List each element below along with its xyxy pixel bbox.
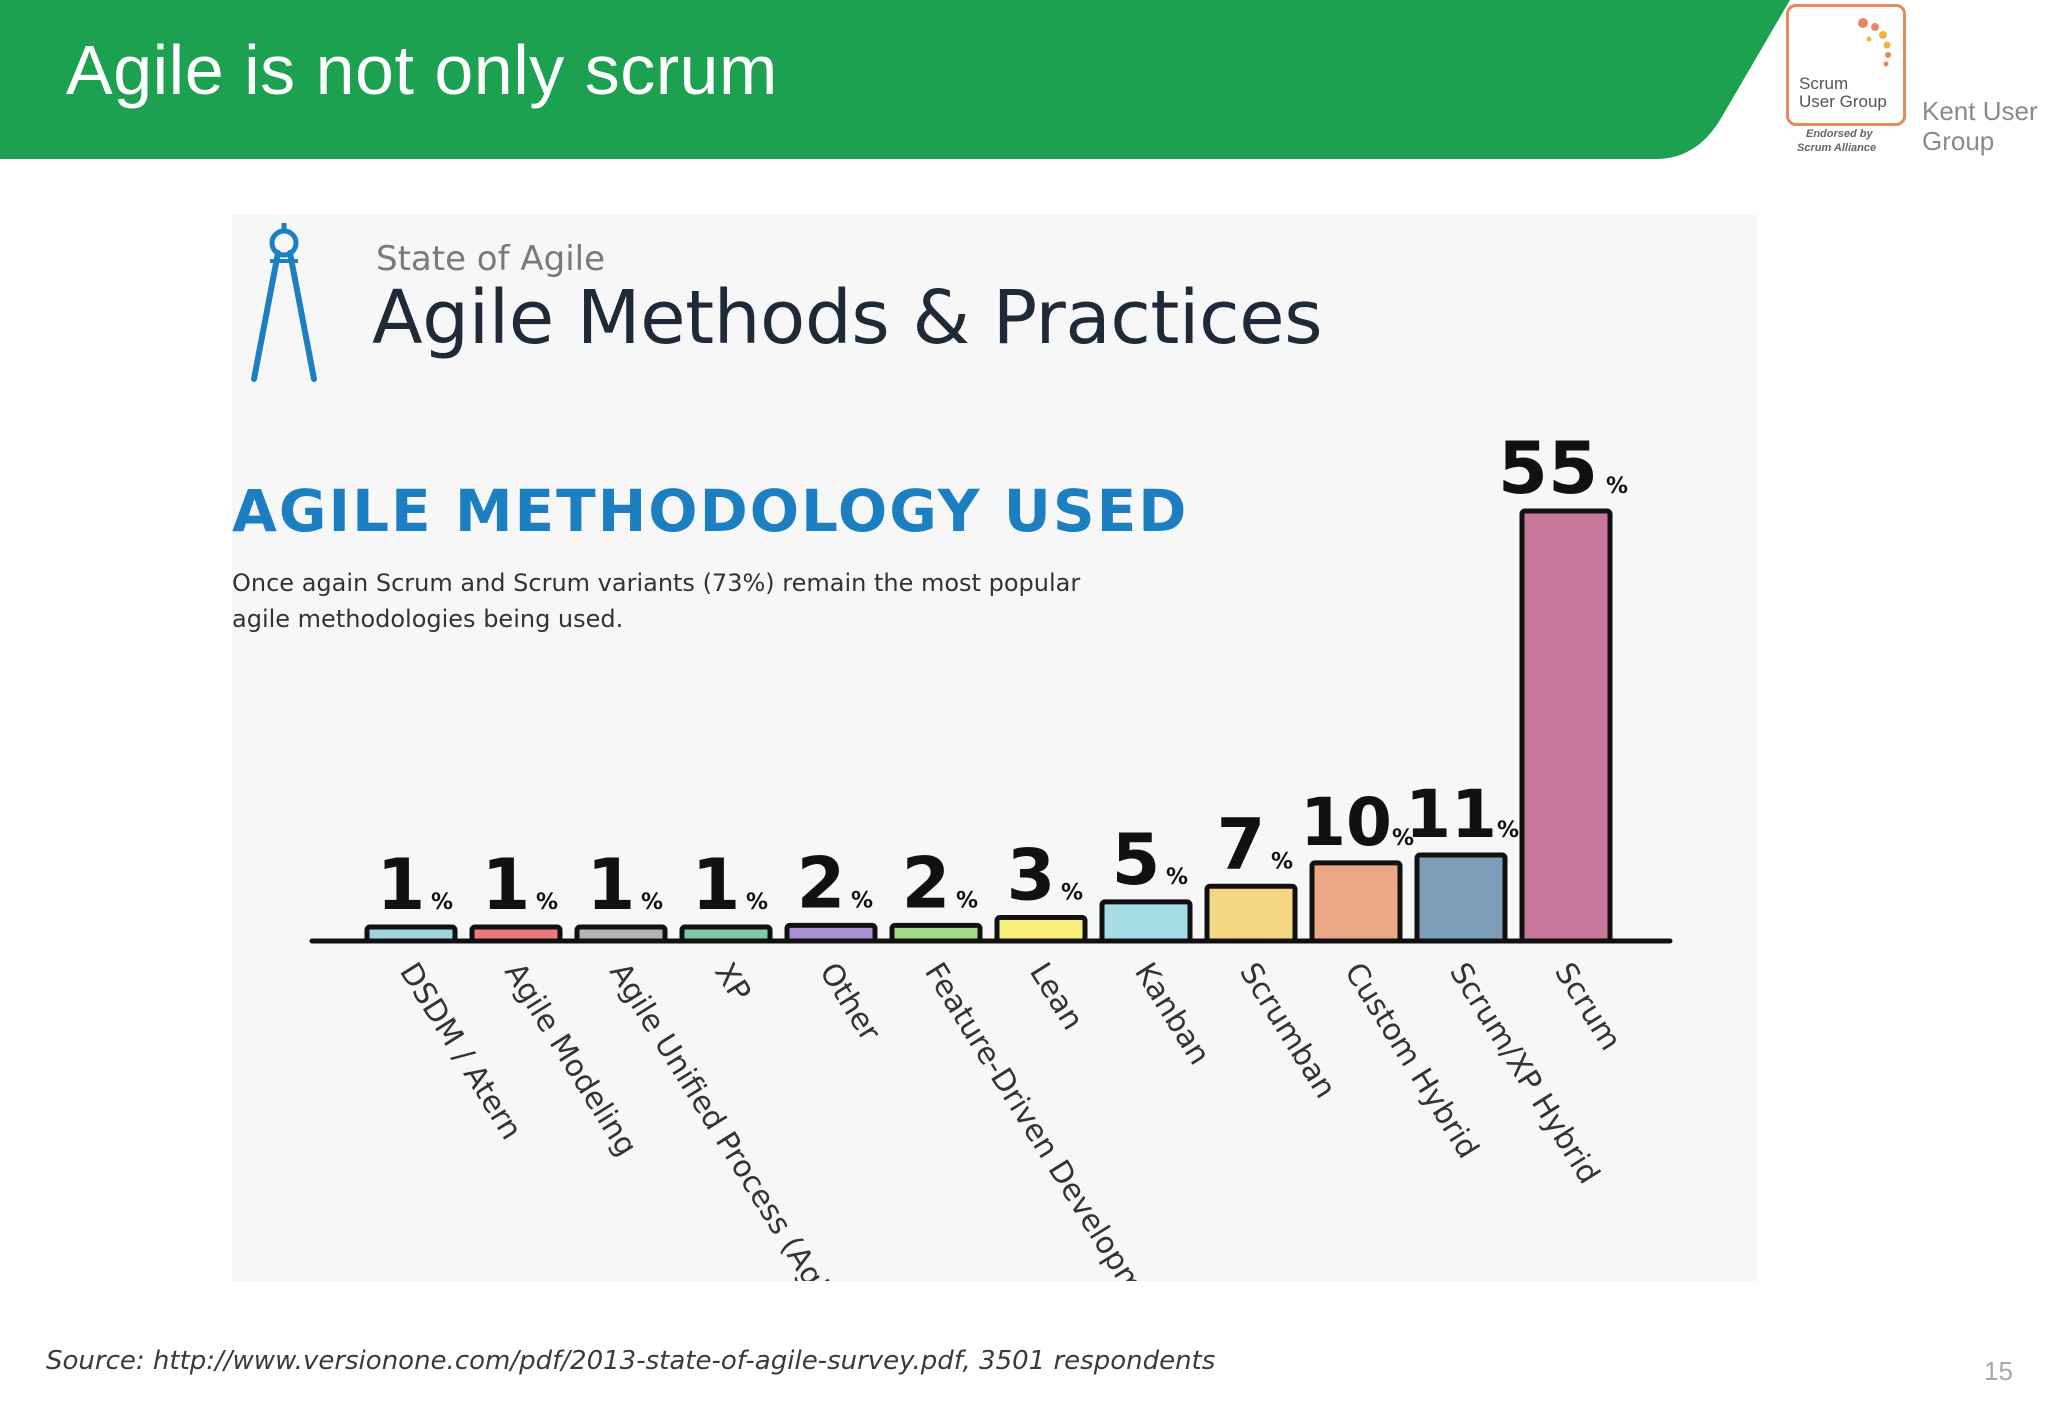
bar-11 [1519,508,1613,944]
bar-6 [994,915,1088,944]
bar-5 [889,922,983,944]
data-label-unit-1: % [536,890,558,915]
data-label-unit-6: % [1061,881,1083,906]
category-label-7: Kanban [1127,957,1217,1071]
chart-heading: AGILE METHODOLOGY USED [232,477,1189,545]
data-label-4: 2 [797,842,846,924]
bar-4 [784,922,878,944]
chart-description: Once again Scrum and Scrum variants (73%… [232,569,1081,633]
bar-1 [469,924,563,944]
data-label-unit-11: % [1606,474,1628,499]
scrum-user-group-logo: Scrum User Group [1786,4,1906,126]
data-label-7: 5 [1112,819,1161,901]
bar-chart: 1% 1% 1% 1% 2% 2% 3% 5% 7 %10 %11 %55% DSDM / Atern… [309,426,1673,1281]
data-label-0: 1 [377,844,426,926]
bar-3 [679,924,773,944]
data-label-unit-8: % [1271,849,1293,874]
category-label-8: Scrumban [1232,957,1343,1105]
logo-alliance-text: Scrum Alliance [1797,142,1877,154]
data-label-unit-9: % [1392,826,1414,851]
data-label-6: 3 [1007,835,1056,917]
infographic-panel: State of Agile Agile Methods & Practices… [232,215,1758,1281]
bar-0 [364,924,458,944]
category-label-6: Lean [1022,957,1090,1037]
bar-9 [1309,860,1403,944]
category-label-3: XP [707,957,757,1008]
data-label-3: 1 [692,844,741,926]
data-label-unit-7: % [1166,865,1188,890]
page-number: 15 [1984,1356,2013,1386]
logo-endorsed-text: Endorsed by [1806,128,1873,140]
data-label-9: 10 [1300,784,1392,861]
category-label-11: Scrum [1547,957,1628,1057]
data-label-5: 2 [902,842,951,924]
bar-8 [1204,883,1298,944]
data-label-1: 1 [482,844,531,926]
data-label-unit-0: % [431,890,453,915]
data-label-8: 7 [1217,803,1266,885]
source-citation: Source: http://www.versionone.com/pdf/20… [46,1346,1216,1376]
data-label-10: 11 [1405,776,1497,853]
group-name: Kent User Group [1922,96,2038,156]
compass-icon [251,223,317,382]
infographic-title: Agile Methods & Practices [372,275,1323,361]
data-label-11: 55 [1498,426,1598,510]
data-label-unit-3: % [746,890,768,915]
data-label-unit-2: % [641,890,663,915]
slide-title: Agile is not only scrum [66,31,778,109]
infographic-kicker: State of Agile [376,239,606,279]
header-band [0,0,1790,159]
data-label-unit-10: % [1497,818,1519,843]
bar-10 [1414,852,1508,944]
logo-text-user-group: User Group [1799,92,1887,111]
logo-text-scrum: Scrum [1799,74,1849,93]
bar-2 [574,924,668,944]
category-label-4: Other [812,957,887,1048]
bar-7 [1099,899,1193,944]
data-label-unit-4: % [851,888,873,913]
dotted-arc-icon [1858,18,1891,67]
data-label-unit-5: % [956,888,978,913]
data-label-2: 1 [587,844,636,926]
